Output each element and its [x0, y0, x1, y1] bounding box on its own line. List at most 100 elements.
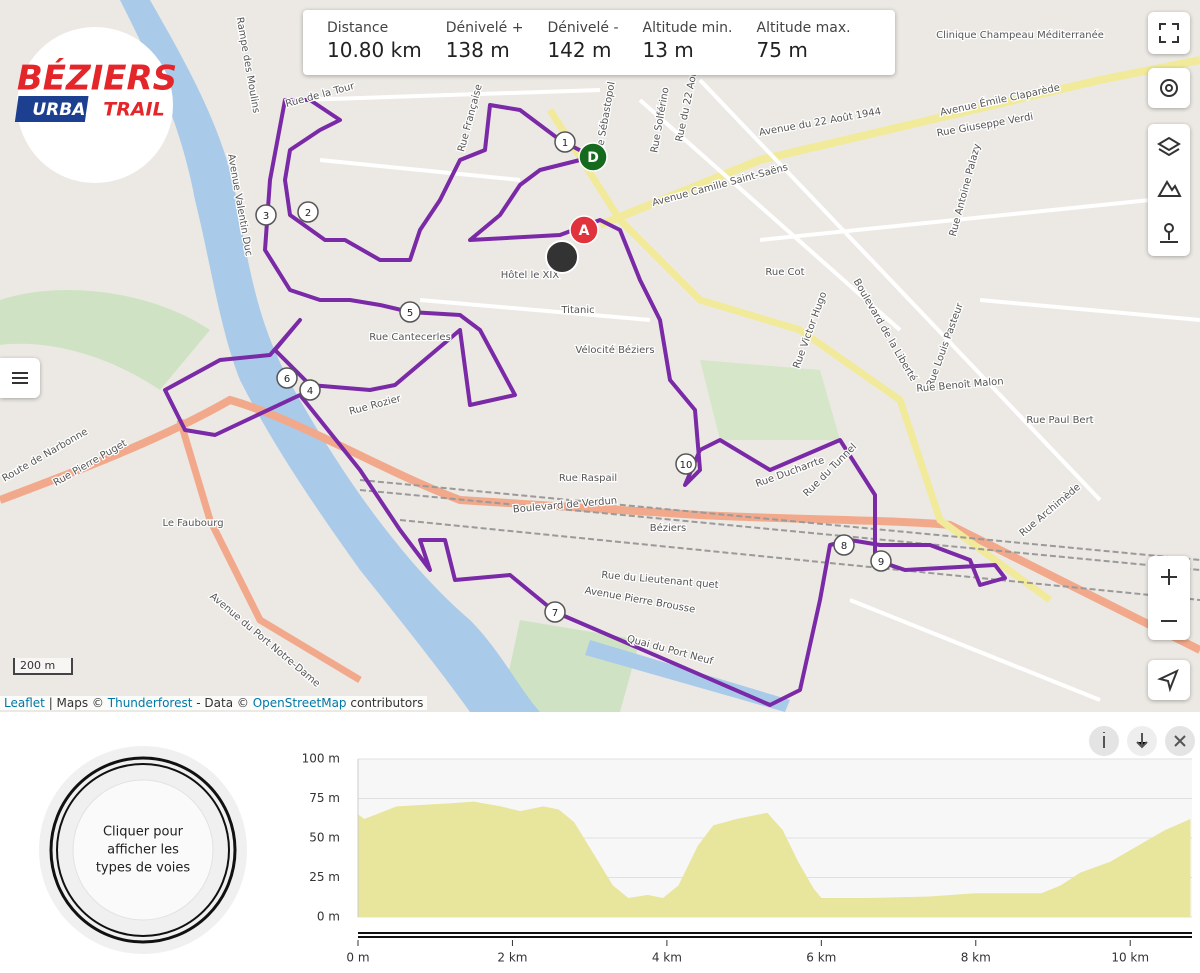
scale: 200 m: [13, 658, 73, 675]
stat-value: 10.80 km: [327, 38, 422, 62]
route-marker: [554, 131, 576, 153]
x-tick-label: 4 km: [652, 951, 682, 965]
map-label: Titanic: [560, 305, 594, 316]
stat: Dénivelé - 142 m: [523, 10, 618, 75]
stat-label: Distance: [327, 20, 389, 36]
y-tick-label: 50 m: [309, 831, 340, 845]
scale-label: 200 m: [20, 659, 55, 672]
text: - Data ©: [196, 696, 249, 710]
route-marker-label: 2: [305, 208, 311, 219]
map-label: Vélocité Béziers: [575, 344, 654, 356]
profile-panel: Cliquer pour afficher les types de voies…: [39, 726, 1195, 965]
poi-icon: [545, 240, 579, 274]
map-label: Rue Paul Bert: [1026, 415, 1093, 426]
widget-text: Cliquer pour: [103, 825, 184, 840]
link[interactable]: Thunderforest: [107, 696, 193, 710]
park: [700, 360, 840, 440]
map-label: Clinique Champeau Méditerranée: [936, 29, 1104, 41]
stat: Distance 10.80 km: [303, 10, 422, 75]
widget-text: types de voies: [96, 861, 191, 876]
route-marker: [578, 142, 608, 172]
route-marker: [544, 601, 566, 623]
route-marker-label: 8: [841, 541, 847, 552]
route-marker-label: 6: [284, 374, 290, 385]
stat-label: Dénivelé +: [445, 20, 524, 36]
logo-band: [14, 96, 89, 122]
stat-value: 142 m: [547, 38, 612, 62]
settings-button[interactable]: [1148, 68, 1190, 108]
logo-bg: [17, 27, 173, 183]
x-tick-label: 8 km: [961, 951, 991, 965]
route-marker: [297, 201, 319, 223]
park: [500, 620, 640, 712]
map-label: Hôtel le XIX: [501, 269, 560, 281]
map-label: Béziers: [650, 522, 687, 534]
button-icons: [1103, 732, 1186, 749]
x-tick-label: 6 km: [806, 951, 836, 965]
map-label: Rue Cantecerles: [369, 332, 451, 343]
text: | Maps ©: [48, 696, 104, 710]
stats-panel: Distance 10.80 km Dénivelé +138 m Dénivelé …: [303, 10, 895, 75]
route-marker-label: 4: [307, 386, 313, 397]
railway: [359, 479, 1200, 601]
stat: Altitude min. 13 m: [619, 10, 733, 75]
avenue: [547, 108, 1053, 603]
stat: Altitude max. 75 m: [733, 10, 851, 75]
route: [163, 98, 1007, 707]
x-tick-label: 0 m: [346, 951, 369, 965]
route-markers: 1 2 3 4 5 6 7 8 9 10 D A: [255, 131, 892, 623]
route-marker: [675, 453, 697, 475]
zoom-buttons[interactable]: [1148, 556, 1190, 640]
logo-text: URBAN: [32, 100, 99, 120]
widget-text: afficher les: [107, 843, 179, 858]
route-marker: [299, 379, 321, 401]
link[interactable]: OpenStreetMap: [252, 696, 347, 710]
canal: [585, 640, 790, 712]
x-tick-label: 2 km: [497, 951, 527, 965]
map-label: Rue Raspail: [559, 473, 617, 484]
widget-ring: [56, 763, 230, 937]
widget-button[interactable]: [72, 779, 214, 921]
stat: Dénivelé + 138 m: [422, 10, 524, 75]
stat-label: Altitude min.: [642, 20, 733, 36]
river: [120, 0, 540, 712]
layer-buttons[interactable]: [1148, 124, 1190, 256]
route-marker-label: D: [587, 150, 599, 166]
text: contributors: [350, 696, 424, 710]
link[interactable]: Leaflet: [4, 696, 45, 710]
attribution: Leaflet | Maps © Thunderforest - Data © …: [0, 696, 428, 710]
y-tick-label: 100 m: [302, 752, 340, 766]
scale-bar: [13, 658, 73, 675]
map-label: Le Faubourg: [162, 518, 223, 529]
logo-text: BÉZIERS: [17, 58, 177, 99]
stat-value: 138 m: [445, 38, 510, 62]
route-marker: [276, 367, 298, 389]
fullscreen-button[interactable]: [1148, 12, 1190, 54]
route-marker: [255, 204, 277, 226]
route-marker: [870, 550, 892, 572]
elevation-area: [358, 801, 1191, 917]
route-marker-label: 10: [680, 460, 693, 471]
route-marker: [569, 215, 599, 245]
roads: [0, 56, 1200, 702]
locate-button[interactable]: [1148, 660, 1190, 700]
widget-ring: [49, 756, 237, 944]
y-tick-label: 0 m: [317, 910, 340, 924]
route-marker-label: 9: [878, 557, 884, 568]
boulevard: [0, 395, 1200, 654]
menu-button[interactable]: [0, 358, 40, 398]
route-marker-label: 3: [263, 211, 269, 222]
route-marker-label: A: [579, 223, 590, 239]
logo: BÉZIERS URBAN TRAIL: [14, 27, 177, 183]
street: [299, 78, 1200, 702]
route-marker: [833, 534, 855, 556]
stat-value: 13 m: [642, 38, 694, 62]
route-marker: [399, 301, 421, 323]
stat-value: 75 m: [756, 38, 808, 62]
logo-text: TRAIL: [103, 99, 164, 121]
route-marker-label: 5: [407, 308, 413, 319]
map[interactable]: Rue Française Rue Sébastopol Rue du 22 Aoû…: [0, 0, 1200, 712]
y-tick-label: 25 m: [309, 870, 340, 884]
map-label: Rue Cot: [765, 267, 804, 278]
